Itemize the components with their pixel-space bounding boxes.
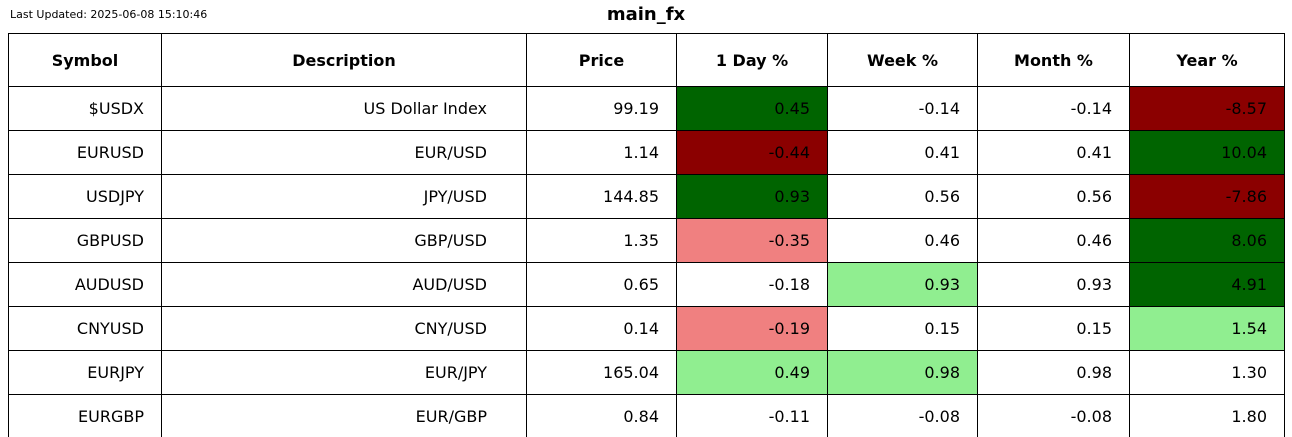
symbol-cell: EURJPY: [8, 350, 162, 395]
month-pct-cell: 0.98: [977, 350, 1130, 395]
month-pct-cell: 0.56: [977, 174, 1130, 219]
price-cell: 0.65: [526, 262, 677, 307]
fx-table: Symbol Description Price 1 Day % Week % …: [8, 33, 1285, 437]
column-header-description: Description: [161, 33, 527, 87]
week-pct-cell: 0.56: [827, 174, 978, 219]
column-header-month-pct: Month %: [977, 33, 1130, 87]
day-pct-cell: -0.18: [676, 262, 828, 307]
column-header-year-pct: Year %: [1129, 33, 1285, 87]
week-pct-cell: 0.93: [827, 262, 978, 307]
column-header-symbol: Symbol: [8, 33, 162, 87]
day-pct-cell: 0.93: [676, 174, 828, 219]
table-header: Symbol Description Price 1 Day % Week % …: [8, 33, 1285, 87]
year-pct-cell: 4.91: [1129, 262, 1285, 307]
week-pct-cell: 0.46: [827, 218, 978, 263]
table-row: USDJPY JPY/USD 144.85 0.93 0.56 0.56 -7.…: [8, 174, 1285, 219]
month-pct-cell: 0.15: [977, 306, 1130, 351]
page-title: main_fx: [606, 4, 686, 25]
symbol-cell: USDJPY: [8, 174, 162, 219]
price-cell: 0.84: [526, 394, 677, 437]
table-row: CNYUSD CNY/USD 0.14 -0.19 0.15 0.15 1.54: [8, 306, 1285, 351]
month-pct-cell: -0.08: [977, 394, 1130, 437]
day-pct-cell: 0.45: [676, 86, 828, 131]
year-pct-cell: 1.30: [1129, 350, 1285, 395]
year-pct-cell: -7.86: [1129, 174, 1285, 219]
year-pct-cell: 1.80: [1129, 394, 1285, 437]
price-cell: 165.04: [526, 350, 677, 395]
column-header-price: Price: [526, 33, 677, 87]
last-updated-text: Last Updated: 2025-06-08 15:10:46: [10, 8, 208, 21]
week-pct-cell: -0.14: [827, 86, 978, 131]
year-pct-cell: 1.54: [1129, 306, 1285, 351]
month-pct-cell: 0.46: [977, 218, 1130, 263]
header-row: Symbol Description Price 1 Day % Week % …: [8, 33, 1285, 87]
column-header-day-pct: 1 Day %: [676, 33, 828, 87]
price-cell: 99.19: [526, 86, 677, 131]
day-pct-cell: -0.19: [676, 306, 828, 351]
description-cell: EUR/USD: [161, 130, 527, 175]
day-pct-cell: -0.35: [676, 218, 828, 263]
week-pct-cell: 0.41: [827, 130, 978, 175]
description-cell: EUR/JPY: [161, 350, 527, 395]
day-pct-cell: -0.11: [676, 394, 828, 437]
month-pct-cell: -0.14: [977, 86, 1130, 131]
symbol-cell: GBPUSD: [8, 218, 162, 263]
symbol-cell: AUDUSD: [8, 262, 162, 307]
description-cell: JPY/USD: [161, 174, 527, 219]
table-row: $USDX US Dollar Index 99.19 0.45 -0.14 -…: [8, 86, 1285, 131]
table-row: EURGBP EUR/GBP 0.84 -0.11 -0.08 -0.08 1.…: [8, 394, 1285, 437]
price-cell: 144.85: [526, 174, 677, 219]
table-row: AUDUSD AUD/USD 0.65 -0.18 0.93 0.93 4.91: [8, 262, 1285, 307]
description-cell: AUD/USD: [161, 262, 527, 307]
month-pct-cell: 0.93: [977, 262, 1130, 307]
price-cell: 1.14: [526, 130, 677, 175]
symbol-cell: CNYUSD: [8, 306, 162, 351]
price-cell: 0.14: [526, 306, 677, 351]
description-cell: US Dollar Index: [161, 86, 527, 131]
description-cell: GBP/USD: [161, 218, 527, 263]
description-cell: EUR/GBP: [161, 394, 527, 437]
price-cell: 1.35: [526, 218, 677, 263]
week-pct-cell: 0.15: [827, 306, 978, 351]
day-pct-cell: -0.44: [676, 130, 828, 175]
symbol-cell: EURUSD: [8, 130, 162, 175]
table-body: $USDX US Dollar Index 99.19 0.45 -0.14 -…: [8, 86, 1285, 437]
table-row: EURUSD EUR/USD 1.14 -0.44 0.41 0.41 10.0…: [8, 130, 1285, 175]
year-pct-cell: 10.04: [1129, 130, 1285, 175]
month-pct-cell: 0.41: [977, 130, 1130, 175]
description-cell: CNY/USD: [161, 306, 527, 351]
day-pct-cell: 0.49: [676, 350, 828, 395]
table-row: EURJPY EUR/JPY 165.04 0.49 0.98 0.98 1.3…: [8, 350, 1285, 395]
year-pct-cell: -8.57: [1129, 86, 1285, 131]
week-pct-cell: -0.08: [827, 394, 978, 437]
symbol-cell: $USDX: [8, 86, 162, 131]
week-pct-cell: 0.98: [827, 350, 978, 395]
symbol-cell: EURGBP: [8, 394, 162, 437]
column-header-week-pct: Week %: [827, 33, 978, 87]
year-pct-cell: 8.06: [1129, 218, 1285, 263]
table-row: GBPUSD GBP/USD 1.35 -0.35 0.46 0.46 8.06: [8, 218, 1285, 263]
